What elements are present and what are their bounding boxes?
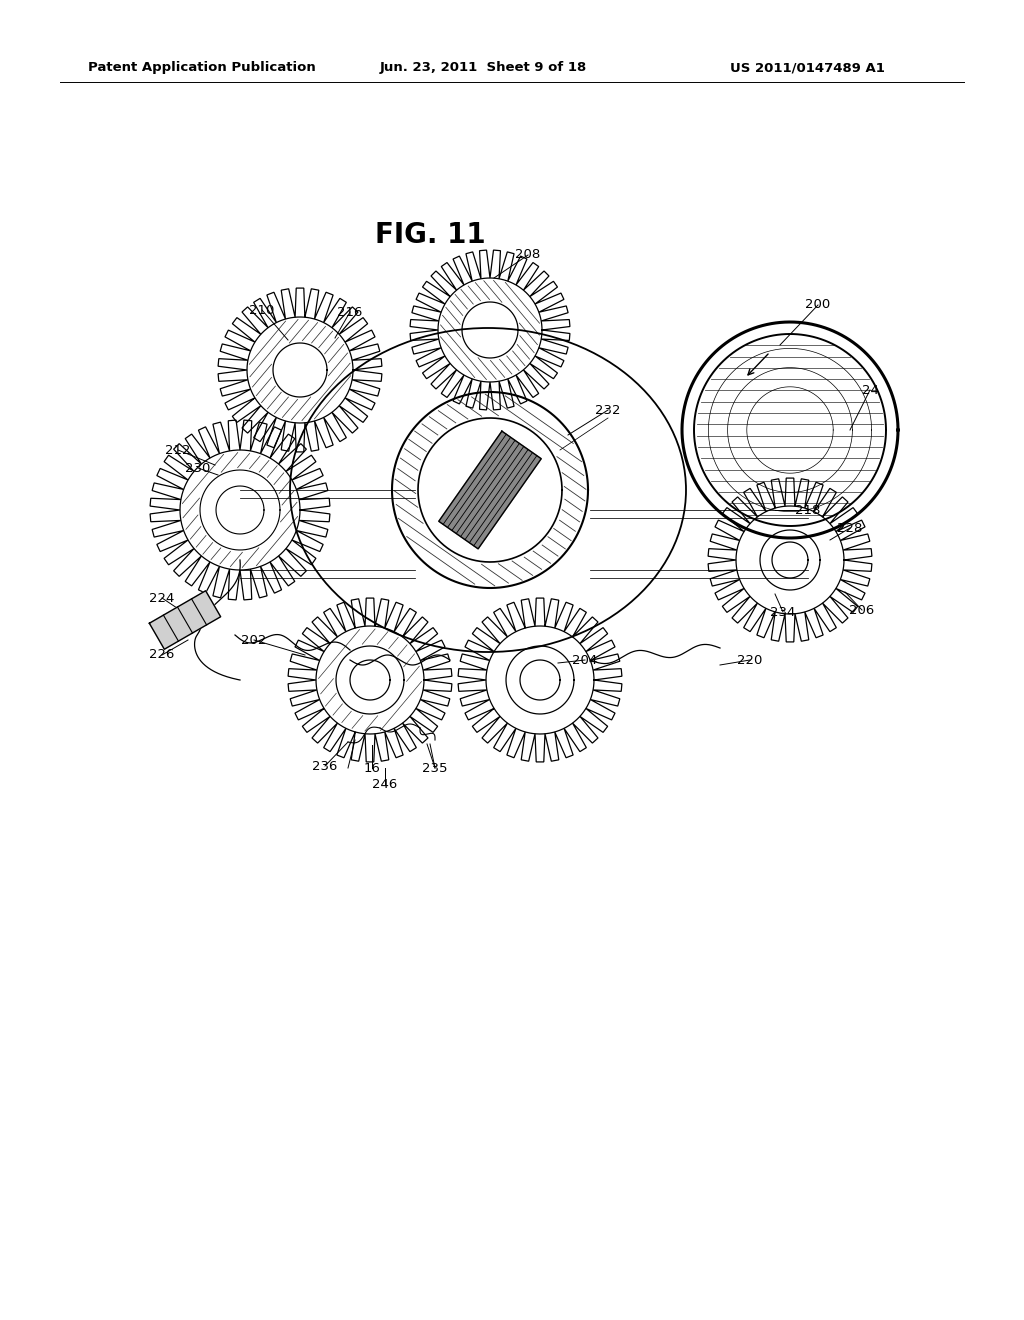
Text: Jun. 23, 2011  Sheet 9 of 18: Jun. 23, 2011 Sheet 9 of 18 <box>380 62 587 74</box>
Text: US 2011/0147489 A1: US 2011/0147489 A1 <box>730 62 885 74</box>
Text: 234: 234 <box>770 606 796 619</box>
Text: 236: 236 <box>312 759 338 772</box>
Text: 202: 202 <box>242 634 266 647</box>
Text: FIG. 11: FIG. 11 <box>375 220 485 249</box>
Text: 200: 200 <box>805 298 830 312</box>
Text: 224: 224 <box>150 591 175 605</box>
Text: 206: 206 <box>849 603 874 616</box>
Text: 232: 232 <box>595 404 621 417</box>
Polygon shape <box>439 432 542 549</box>
Text: 212: 212 <box>165 444 190 457</box>
Text: 235: 235 <box>422 762 447 775</box>
Text: 208: 208 <box>515 248 541 261</box>
Text: 216: 216 <box>337 305 362 318</box>
Text: 210: 210 <box>249 304 274 317</box>
Text: 218: 218 <box>796 503 820 516</box>
Polygon shape <box>150 591 220 649</box>
Text: 16: 16 <box>364 762 381 775</box>
Text: 246: 246 <box>373 779 397 792</box>
Text: 204: 204 <box>572 653 598 667</box>
Text: 228: 228 <box>838 521 862 535</box>
Text: 24: 24 <box>861 384 879 396</box>
Text: 230: 230 <box>185 462 211 474</box>
Text: Patent Application Publication: Patent Application Publication <box>88 62 315 74</box>
Text: 226: 226 <box>150 648 175 661</box>
Text: 220: 220 <box>737 653 763 667</box>
